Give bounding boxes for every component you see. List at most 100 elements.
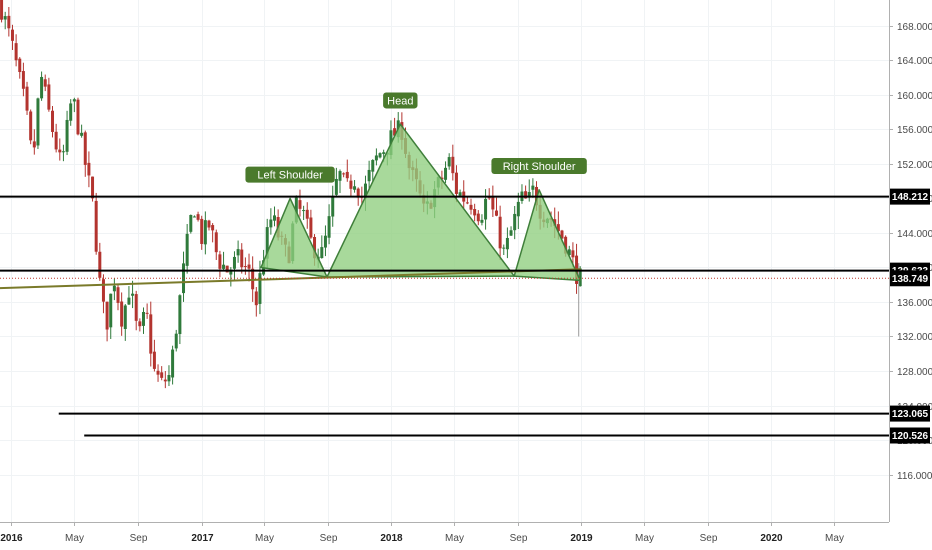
x-tick-label: Sep xyxy=(320,533,338,544)
candle-body-up xyxy=(567,249,571,256)
candle-body-up xyxy=(480,219,484,223)
candle-body-up xyxy=(527,192,531,198)
candle-body-down xyxy=(32,141,36,148)
candle-body-down xyxy=(309,217,313,238)
candle-body-down xyxy=(14,43,18,61)
candle-body-up xyxy=(229,270,233,275)
annotation-box xyxy=(245,166,335,183)
candle-body-up xyxy=(236,249,240,256)
candle-body-up xyxy=(185,233,189,266)
candle-body-up xyxy=(578,268,582,287)
candle-body-down xyxy=(160,372,164,378)
candle-body-down xyxy=(313,236,317,259)
candle-body-down xyxy=(196,214,200,220)
candle-body-down xyxy=(7,15,11,29)
x-tick-label: May xyxy=(65,533,84,544)
annotation-box xyxy=(383,92,418,109)
x-tick-label: May xyxy=(635,533,654,544)
x-tick-label: 2017 xyxy=(191,533,214,544)
candle-body-up xyxy=(363,183,367,199)
candle-body-down xyxy=(305,209,309,219)
x-tick-label: May xyxy=(445,533,464,544)
candle-body-down xyxy=(571,250,575,258)
candle-body-up xyxy=(127,297,131,305)
candle-body-up xyxy=(447,157,451,167)
annotation-box xyxy=(491,158,587,175)
candle-body-up xyxy=(232,256,236,269)
candle-body-down xyxy=(94,200,98,252)
candle-body-down xyxy=(54,131,58,150)
candle-body-down xyxy=(138,321,142,327)
y-tick-label: 128.000 xyxy=(897,367,932,378)
candle-body-down xyxy=(476,213,480,222)
pattern-shapes xyxy=(0,123,581,290)
y-tick-label: 132.000 xyxy=(897,332,932,343)
candle-body-down xyxy=(116,287,120,303)
candle-body-up xyxy=(109,293,113,328)
candle-body-down xyxy=(349,180,353,189)
candle-body-up xyxy=(323,235,327,248)
y-tick-label: 116.000 xyxy=(897,471,932,482)
candle-body-up xyxy=(484,198,488,220)
level-label: 120.526 xyxy=(892,431,929,442)
candle-body-down xyxy=(487,197,491,199)
y-tick-label: 136.000 xyxy=(897,298,932,309)
candle-body-down xyxy=(211,225,215,231)
candle-body-up xyxy=(269,219,273,228)
candle-body-down xyxy=(225,265,229,273)
candle-body-up xyxy=(192,216,196,218)
candle-body-up xyxy=(189,214,193,232)
candle-body-down xyxy=(105,301,109,330)
candle-body-down xyxy=(454,172,458,194)
candle-body-down xyxy=(47,84,51,110)
candle-body-down xyxy=(145,312,149,314)
candle-body-up xyxy=(320,247,324,259)
candle-body-up xyxy=(505,237,509,250)
candle-body-up xyxy=(141,311,145,326)
x-tick-label: 2019 xyxy=(570,533,593,544)
y-tick-label: 168.000 xyxy=(897,22,932,33)
candle-body-down xyxy=(43,79,47,87)
candle-body-up xyxy=(509,230,513,236)
candle-body-down xyxy=(83,132,87,165)
candle-body-up xyxy=(36,98,40,146)
candle-body-down xyxy=(356,188,360,198)
time-axis[interactable]: 2016 May Sep 2017 May Sep 2018 May Sep 2019 May Sep… xyxy=(0,522,844,544)
candle-body-up xyxy=(302,210,306,212)
candle-body-down xyxy=(200,218,204,244)
pattern-triangle-right-shoulder xyxy=(513,189,581,282)
candle-body-down xyxy=(120,301,124,327)
candle-body-down xyxy=(243,266,247,268)
candle-body-down xyxy=(465,202,469,204)
candle-body-down xyxy=(342,173,346,175)
y-tick-label: 156.000 xyxy=(897,125,932,136)
level-label: 123.065 xyxy=(892,409,929,420)
candle-body-down xyxy=(58,149,62,153)
level-label: 138.749 xyxy=(892,274,929,285)
level-label: 148.212 xyxy=(892,192,929,203)
candle-body-down xyxy=(473,209,477,216)
x-tick-label: 2016 xyxy=(0,533,23,544)
y-tick-label: 164.000 xyxy=(897,56,932,67)
candle-body-down xyxy=(21,71,25,89)
x-tick-label: May xyxy=(255,533,274,544)
level-label-box xyxy=(890,188,930,205)
annotation-label: Right Shoulder xyxy=(503,161,576,173)
candle-body-up xyxy=(371,160,375,172)
x-tick-label: Sep xyxy=(510,533,528,544)
candle-body-up xyxy=(374,155,378,161)
candle-body-down xyxy=(560,230,564,239)
candle-body-up xyxy=(367,169,371,182)
candle-body-down xyxy=(240,249,244,268)
candle-body-down xyxy=(440,177,444,180)
neckline xyxy=(0,268,581,290)
candle-body-up xyxy=(61,151,65,153)
annotation-label: Head xyxy=(387,95,413,107)
candle-body-up xyxy=(516,201,520,217)
candle-body-down xyxy=(10,29,14,41)
candle-body-down xyxy=(345,171,349,179)
y-tick-label: 160.000 xyxy=(897,91,932,102)
candle-body-down xyxy=(101,279,105,302)
candle-body-down xyxy=(91,176,95,199)
